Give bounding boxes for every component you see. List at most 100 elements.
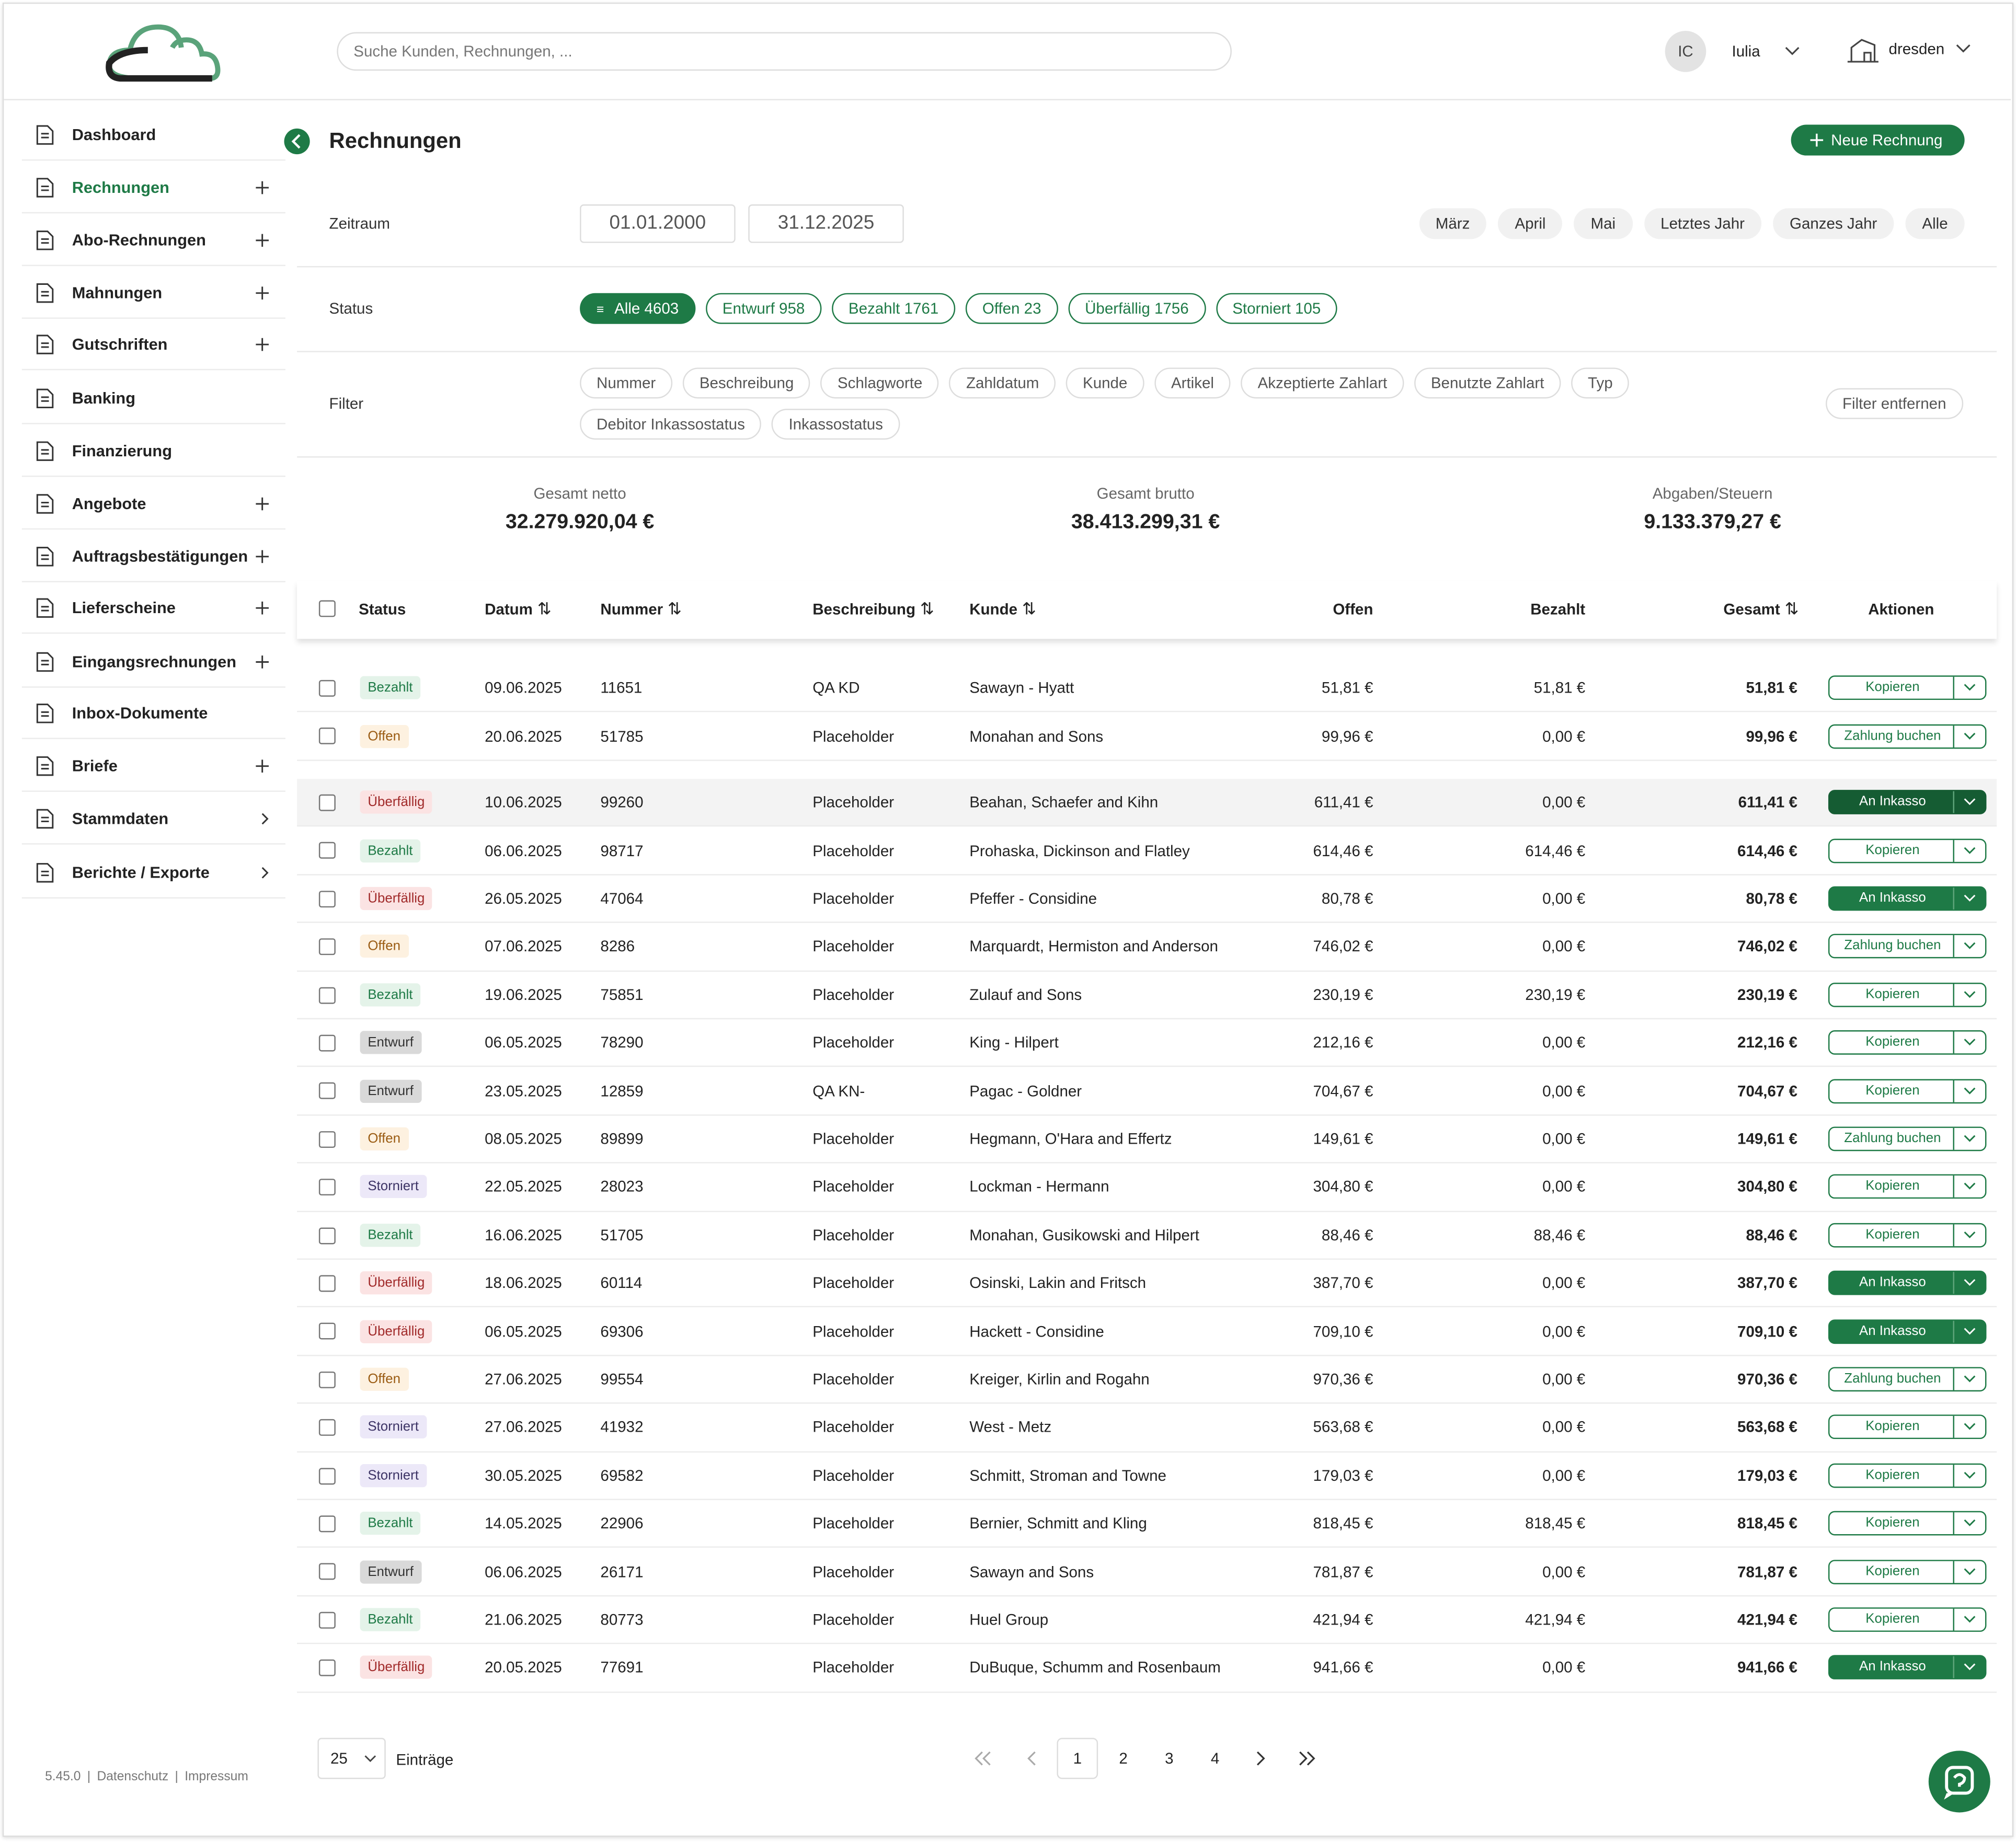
filter-chip[interactable]: Inkassostatus: [772, 409, 900, 440]
row-checkbox[interactable]: [318, 1275, 336, 1292]
action-dropdown[interactable]: [1953, 1031, 1985, 1054]
table-row[interactable]: Überfällig 10.06.2025 99260 Placeholder Beah…: [297, 779, 1997, 827]
row-checkbox[interactable]: [318, 1371, 336, 1388]
row-checkbox[interactable]: [318, 1227, 336, 1244]
action-button[interactable]: Kopieren: [1828, 982, 1987, 1007]
row-checkbox[interactable]: [318, 1515, 336, 1533]
action-button[interactable]: Kopieren: [1828, 1078, 1987, 1103]
nav-item[interactable]: Inbox-Dokumente: [21, 688, 285, 740]
status-chip[interactable]: ≡ Alle 4603: [580, 293, 696, 324]
status-chip[interactable]: Offen 23: [965, 293, 1058, 324]
action-button[interactable]: Kopieren: [1828, 1030, 1987, 1055]
nav-item[interactable]: Stammdaten: [21, 793, 285, 845]
action-dropdown[interactable]: [1953, 1079, 1985, 1102]
pagination-arrows[interactable]: [964, 1748, 1324, 1768]
row-checkbox[interactable]: [318, 1034, 336, 1052]
row-checkbox[interactable]: [318, 680, 336, 697]
table-row[interactable]: Entwurf 06.05.2025 78290 Placeholder King - …: [297, 1019, 1997, 1068]
table-row[interactable]: Überfällig 18.06.2025 60114 Placeholder Osin…: [297, 1260, 1997, 1308]
filter-chip[interactable]: Debitor Inkassostatus: [580, 409, 762, 440]
filter-chip[interactable]: Nummer: [580, 367, 673, 399]
action-dropdown[interactable]: [1953, 677, 1985, 699]
action-dropdown[interactable]: [1953, 1512, 1985, 1535]
action-button[interactable]: Zahlung buchen: [1828, 934, 1987, 959]
nav-item[interactable]: Angebote: [21, 478, 285, 530]
footer-link[interactable]: Impressum: [185, 1770, 248, 1785]
column-header[interactable]: Gesamt: [1723, 599, 1799, 619]
action-button[interactable]: An Inkasso: [1828, 1655, 1987, 1680]
filter-chip[interactable]: Artikel: [1154, 367, 1231, 399]
action-button[interactable]: An Inkasso: [1828, 1271, 1987, 1296]
page-size-select[interactable]: 25: [317, 1737, 386, 1779]
action-dropdown[interactable]: [1953, 1560, 1985, 1583]
nav-item[interactable]: Mahnungen: [21, 268, 285, 319]
table-row[interactable]: Entwurf 06.06.2025 26171 Placeholder Sawayn …: [297, 1548, 1997, 1596]
action-button[interactable]: An Inkasso: [1828, 886, 1987, 911]
filter-chip[interactable]: Kunde: [1066, 367, 1144, 399]
row-checkbox[interactable]: [318, 890, 336, 907]
preset-chip[interactable]: Ganzes Jahr: [1773, 208, 1894, 239]
action-button[interactable]: An Inkasso: [1828, 790, 1987, 815]
column-header[interactable]: Beschreibung: [812, 599, 934, 619]
collapse-button[interactable]: [284, 128, 310, 155]
action-dropdown[interactable]: [1953, 725, 1985, 747]
nav-item[interactable]: Rechnungen: [21, 162, 285, 214]
preset-chip[interactable]: Mai: [1574, 208, 1633, 239]
action-button[interactable]: Kopieren: [1828, 1463, 1987, 1488]
row-checkbox[interactable]: [318, 1179, 336, 1196]
nav-item[interactable]: Briefe: [21, 740, 285, 792]
row-checkbox[interactable]: [318, 1467, 336, 1484]
page-button[interactable]: 2: [1119, 1749, 1128, 1768]
action-button[interactable]: An Inkasso: [1828, 1319, 1987, 1344]
action-button[interactable]: Zahlung buchen: [1828, 1126, 1987, 1152]
action-button[interactable]: Kopieren: [1828, 675, 1987, 700]
row-checkbox[interactable]: [318, 794, 336, 811]
action-dropdown[interactable]: [1953, 791, 1985, 813]
table-row[interactable]: Überfällig 20.05.2025 77691 Placeholder DuBu…: [297, 1644, 1997, 1693]
action-dropdown[interactable]: [1953, 1176, 1985, 1198]
date-from[interactable]: 01.01.2000: [580, 204, 736, 243]
column-header[interactable]: Datum: [485, 599, 552, 619]
action-dropdown[interactable]: [1953, 839, 1985, 861]
action-dropdown[interactable]: [1953, 1416, 1985, 1438]
page-button[interactable]: 3: [1165, 1749, 1174, 1768]
action-dropdown[interactable]: [1953, 1127, 1985, 1150]
row-checkbox[interactable]: [318, 1323, 336, 1340]
table-row[interactable]: Storniert 30.05.2025 69582 Placeholder Schmi…: [297, 1452, 1997, 1500]
filter-chip[interactable]: Zahldatum: [949, 367, 1056, 399]
action-dropdown[interactable]: [1953, 1608, 1985, 1631]
search-input[interactable]: Suche Kunden, Rechnungen, ...: [337, 32, 1232, 71]
table-row[interactable]: Bezahlt 14.05.2025 22906 Placeholder Bernier…: [297, 1500, 1997, 1548]
action-button[interactable]: Kopieren: [1828, 1607, 1987, 1632]
help-button[interactable]: [1928, 1751, 1990, 1813]
select-all-checkbox[interactable]: [318, 600, 336, 617]
nav-item[interactable]: Banking: [21, 373, 285, 424]
row-checkbox[interactable]: [318, 842, 336, 859]
table-row[interactable]: Bezahlt 06.06.2025 98717 Placeholder Prohask…: [297, 827, 1997, 876]
action-button[interactable]: Kopieren: [1828, 1415, 1987, 1440]
filter-chip[interactable]: Schlagworte: [820, 367, 940, 399]
row-checkbox[interactable]: [318, 728, 336, 745]
nav-item[interactable]: Dashboard: [21, 109, 285, 161]
page-button[interactable]: 1: [1057, 1737, 1098, 1779]
action-button[interactable]: Zahlung buchen: [1828, 723, 1987, 749]
status-chip[interactable]: Storniert 105: [1216, 293, 1338, 324]
table-row[interactable]: Bezahlt 21.06.2025 80773 Placeholder Huel Gr…: [297, 1596, 1997, 1644]
action-dropdown[interactable]: [1953, 1464, 1985, 1487]
preset-chip[interactable]: Alle: [1905, 208, 1965, 239]
row-checkbox[interactable]: [318, 986, 336, 1004]
avatar[interactable]: IC: [1665, 31, 1706, 72]
date-to[interactable]: 31.12.2025: [748, 204, 904, 243]
table-row[interactable]: Offen 07.06.2025 8286 Placeholder Marquardt,…: [297, 923, 1997, 972]
table-row[interactable]: Überfällig 06.05.2025 69306 Placeholder Hack…: [297, 1308, 1997, 1356]
footer-link[interactable]: Datenschutz: [97, 1770, 169, 1785]
action-button[interactable]: Zahlung buchen: [1828, 1367, 1987, 1392]
row-checkbox[interactable]: [318, 938, 336, 955]
nav-item[interactable]: Eingangsrechnungen: [21, 636, 285, 688]
filter-chip[interactable]: Benutzte Zahlart: [1414, 367, 1561, 399]
action-dropdown[interactable]: [1953, 1224, 1985, 1246]
action-button[interactable]: Kopieren: [1828, 1175, 1987, 1200]
table-row[interactable]: Bezahlt 09.06.2025 11651 QA KD Sawayn - Hyat…: [297, 664, 1997, 713]
nav-item[interactable]: Finanzierung: [21, 425, 285, 477]
row-checkbox[interactable]: [318, 1131, 336, 1148]
